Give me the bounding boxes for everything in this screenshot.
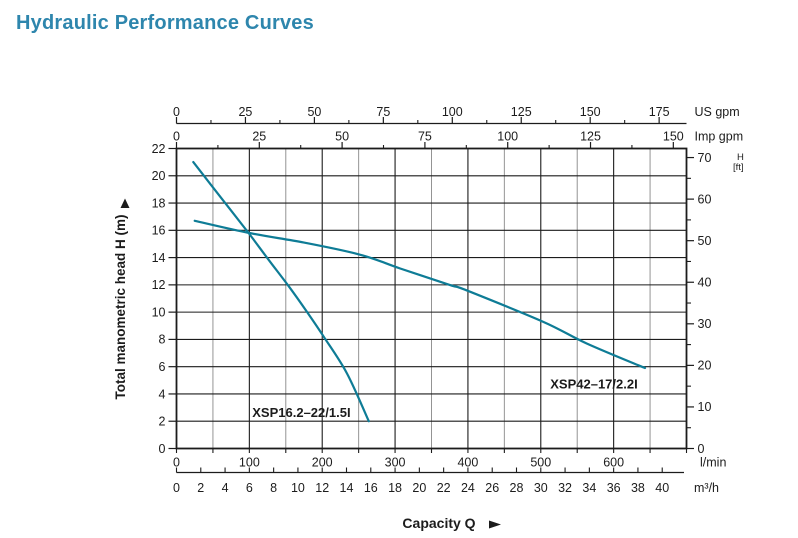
m3h-tick-label: 24 [461, 481, 475, 495]
right-axis-title-h: H [737, 152, 744, 163]
page-title: Hydraulic Performance Curves [16, 12, 314, 34]
right-tick-label: 10 [698, 400, 712, 414]
up-arrow-icon [120, 198, 130, 208]
axis-head-m: 0 2 4 6 8 10 12 14 16 18 20 22 Total manometric head… [113, 142, 177, 456]
m3h-tick-label: 16 [364, 481, 378, 495]
axis-us-gpm-tick-label: 50 [307, 105, 321, 119]
capacity-label: Capacity Q [402, 515, 475, 531]
left-tick-label: 6 [159, 360, 166, 374]
left-tick-label: 16 [152, 224, 166, 238]
left-tick-label: 8 [159, 333, 166, 347]
m3h-tick-label: 26 [485, 481, 499, 495]
lmin-unit: l/min [700, 456, 726, 470]
right-tick-label: 70 [698, 151, 712, 165]
curve-label-1: XSP16.2–22/1.5I [252, 405, 350, 420]
m3h-tick-label: 32 [558, 481, 572, 495]
axis-head-ft: 0 10 20 30 40 50 60 70 H[ft] [686, 151, 744, 456]
m3h-tick-label: 8 [270, 481, 277, 495]
m3h-tick-label: 30 [534, 481, 548, 495]
m3h-tick-label: 28 [510, 481, 524, 495]
curve-2 [193, 219, 647, 370]
right-tick-label: 0 [698, 442, 705, 456]
left-tick-label: 0 [159, 442, 166, 456]
axis-imp-gpm-tick-label: 50 [335, 130, 349, 144]
axis-us-gpm-tick-label: 175 [649, 105, 670, 119]
m3h-tick-label: 10 [291, 481, 305, 495]
axis-imp-gpm-tick-label: 0 [173, 130, 180, 144]
axis-us-gpm-tick-label: 100 [442, 105, 463, 119]
axis-us-gpm-tick-label: 75 [376, 105, 390, 119]
curve-label-2: XSP42–17/2.2I [550, 377, 637, 392]
lmin-tick-label: 200 [312, 456, 333, 470]
m3h-tick-label: 0 [173, 481, 180, 495]
left-tick-label: 20 [152, 169, 166, 183]
left-tick-label: 2 [159, 415, 166, 429]
m3h-tick-label: 14 [340, 481, 354, 495]
m3h-tick-label: 22 [437, 481, 451, 495]
m3h-tick-label: 6 [246, 481, 253, 495]
m3h-tick-label: 34 [582, 481, 596, 495]
axis-imp-gpm-tick-label: 25 [252, 130, 266, 144]
m3h-tick-label: 38 [631, 481, 645, 495]
left-tick-label: 22 [152, 142, 166, 156]
axis-imp-gpm: 0 25 50 75 100 125 150 Imp gpm [173, 130, 743, 149]
axis-lmin: 0 100 200 300 400 500 600 l/min [173, 448, 726, 470]
axis-imp-gpm-tick-label: 75 [418, 130, 432, 144]
axis-m3h: 0 2 4 6 8 10 12 14 16 18 20 22 24 26 28 30 32 34 36 38 40 m³/… [173, 467, 719, 495]
right-tick-label: 60 [698, 192, 712, 206]
m3h-tick-label: 40 [655, 481, 669, 495]
lmin-tick-label: 0 [173, 456, 180, 470]
left-tick-label: 14 [152, 251, 166, 265]
right-axis-title-ft: [ft] [733, 162, 744, 173]
right-tick-label: 40 [698, 276, 712, 290]
lmin-tick-label: 100 [239, 456, 260, 470]
m3h-tick-label: 12 [315, 481, 329, 495]
curve-1 [192, 161, 370, 423]
lmin-tick-label: 600 [603, 456, 624, 470]
grid [175, 147, 688, 450]
lmin-tick-label: 300 [385, 456, 406, 470]
m3h-tick-label: 36 [607, 481, 621, 495]
axis-imp-gpm-tick-label: 125 [580, 130, 601, 144]
axis-imp-gpm-tick-label: 150 [663, 130, 684, 144]
left-axis-title: Total manometric head H (m) [113, 214, 128, 399]
m3h-tick-label: 18 [388, 481, 402, 495]
right-tick-label: 20 [698, 359, 712, 373]
lmin-tick-label: 500 [530, 456, 551, 470]
m3h-tick-label: 20 [412, 481, 426, 495]
m3h-tick-label: 2 [197, 481, 204, 495]
lmin-tick-label: 400 [457, 456, 478, 470]
axis-us-gpm-tick-label: 0 [173, 105, 180, 119]
axis-us-gpm-tick-label: 125 [511, 105, 532, 119]
axis-us-gpm-tick-label: 25 [238, 105, 252, 119]
x-axis-title: Capacity Q [402, 515, 501, 531]
right-tick-label: 50 [698, 234, 712, 248]
m3h-unit: m³/h [694, 481, 719, 495]
axis-imp-gpm-tick-label: 100 [497, 130, 518, 144]
left-tick-label: 12 [152, 278, 166, 292]
axis-us-gpm-tick-label: 150 [580, 105, 601, 119]
axis-imp-gpm-unit: Imp gpm [695, 130, 744, 144]
right-arrow-icon [489, 520, 501, 529]
right-tick-label: 30 [698, 317, 712, 331]
left-tick-label: 10 [152, 305, 166, 319]
axis-us-gpm: 0 25 50 75 100 125 150 175 US gpm [173, 105, 740, 125]
left-tick-label: 18 [152, 196, 166, 210]
m3h-tick-label: 4 [222, 481, 229, 495]
axis-us-gpm-unit: US gpm [695, 105, 740, 119]
left-tick-label: 4 [159, 387, 166, 401]
